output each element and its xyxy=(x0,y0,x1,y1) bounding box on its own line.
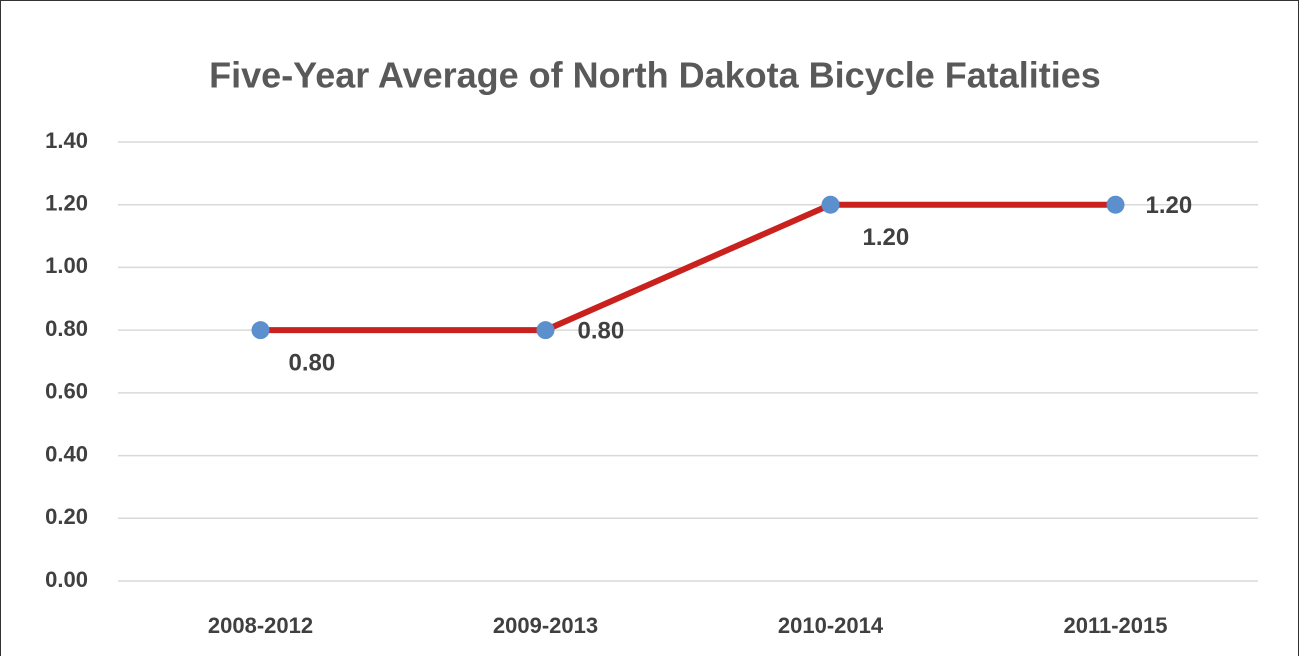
chart-title: Five-Year Average of North Dakota Bicycl… xyxy=(209,55,1101,96)
x-tick-label: 2010-2014 xyxy=(778,613,884,638)
y-tick-label: 1.20 xyxy=(45,191,88,216)
x-tick-label: 2011-2015 xyxy=(1064,613,1168,638)
y-tick-label: 0.00 xyxy=(45,567,88,592)
marker xyxy=(536,321,555,340)
line xyxy=(260,201,1116,334)
y-tick-label: 0.40 xyxy=(45,441,88,466)
y-tick-label: 0.80 xyxy=(45,316,88,341)
y-tick-label: 0.60 xyxy=(45,379,88,404)
y-tick-label: 1.40 xyxy=(45,128,88,153)
data-label: 0.80 xyxy=(289,349,336,376)
marker xyxy=(251,321,270,340)
y-tick-label: 1.00 xyxy=(45,253,88,278)
x-tick-label: 2008-2012 xyxy=(208,613,313,638)
x-tick-label: 2009-2013 xyxy=(493,613,598,638)
data-label: 1.20 xyxy=(1146,192,1193,219)
marker xyxy=(1106,195,1125,214)
marker xyxy=(821,195,840,214)
y-tick-label: 0.20 xyxy=(45,504,88,529)
data-label: 0.80 xyxy=(578,317,625,344)
data-label: 1.20 xyxy=(863,224,910,251)
